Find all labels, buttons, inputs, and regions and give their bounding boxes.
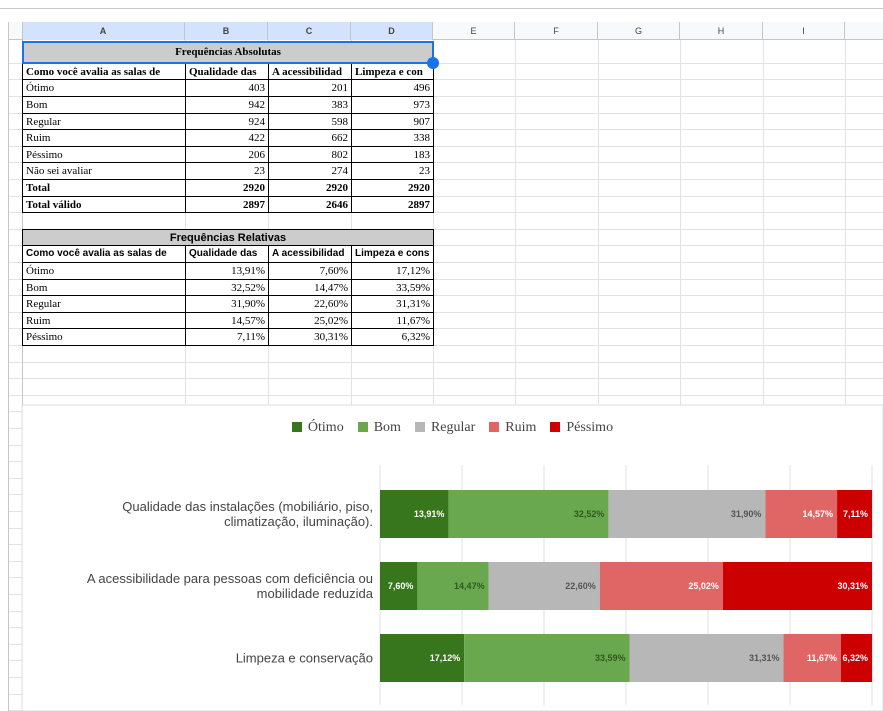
row-line bbox=[8, 145, 883, 147]
column-header[interactable]: G bbox=[598, 22, 680, 40]
frame-line bbox=[0, 8, 883, 9]
data-label: 11,67% bbox=[807, 653, 837, 663]
data-label: 31,90% bbox=[731, 509, 762, 519]
bar-segment bbox=[765, 490, 838, 538]
column-line bbox=[268, 40, 269, 405]
category-label: Qualidade das instalações (mobiliário, p… bbox=[122, 499, 373, 529]
column-header[interactable]: H bbox=[680, 22, 763, 40]
table-cell[interactable]: 2897 bbox=[351, 195, 434, 214]
row-line bbox=[8, 311, 883, 313]
category-label: A acessibilidade para pessoas com defici… bbox=[86, 571, 373, 601]
row-line bbox=[8, 195, 883, 197]
data-label: 22,60% bbox=[565, 581, 596, 591]
row-line bbox=[8, 245, 883, 247]
legend: Ótimo Bom Regular Ruim Péssimo bbox=[22, 420, 883, 436]
column-header[interactable]: D bbox=[351, 22, 433, 40]
column-line bbox=[763, 40, 764, 405]
legend-item[interactable]: Péssimo bbox=[550, 420, 613, 436]
data-label: 13,91% bbox=[414, 509, 445, 519]
row-line bbox=[8, 328, 883, 330]
column-line bbox=[351, 40, 352, 405]
row-line bbox=[8, 378, 883, 380]
data-label: 17,12% bbox=[430, 653, 461, 663]
selection-border bbox=[22, 41, 434, 64]
table-cell[interactable]: 6,32% bbox=[351, 328, 434, 346]
column-header[interactable]: A bbox=[22, 22, 185, 40]
bar-segment bbox=[722, 562, 872, 610]
data-label: 31,31% bbox=[749, 653, 780, 663]
fill-handle[interactable] bbox=[427, 56, 439, 69]
data-label: 25,02% bbox=[688, 581, 719, 591]
row-line bbox=[8, 394, 883, 396]
data-label: 33,59% bbox=[595, 653, 626, 663]
column-line bbox=[433, 40, 434, 405]
category-label: Limpeza e conservação bbox=[235, 650, 373, 666]
row-line bbox=[8, 345, 883, 346]
row-line bbox=[8, 79, 883, 81]
bar-segment bbox=[464, 634, 630, 682]
legend-label: Péssimo bbox=[566, 420, 614, 435]
row-line bbox=[8, 129, 883, 131]
data-label: 14,57% bbox=[803, 509, 834, 519]
column-line bbox=[680, 40, 681, 405]
bar-segment bbox=[783, 634, 841, 682]
column-header[interactable]: F bbox=[515, 22, 598, 40]
legend-label: Regular bbox=[430, 420, 476, 435]
legend-item[interactable]: Bom bbox=[357, 420, 401, 436]
column-header[interactable]: B bbox=[185, 22, 268, 40]
legend-swatch bbox=[357, 422, 368, 432]
row-line bbox=[8, 112, 883, 114]
column-line bbox=[845, 40, 846, 405]
legend-swatch bbox=[550, 422, 561, 432]
row-line bbox=[8, 295, 883, 297]
column-header[interactable]: I bbox=[763, 22, 845, 40]
bar-segment bbox=[417, 562, 489, 610]
bar-segment bbox=[629, 634, 784, 682]
bar-segment bbox=[837, 490, 873, 538]
column-line bbox=[185, 40, 186, 405]
data-label: 6,32% bbox=[843, 653, 869, 663]
bar-segment bbox=[599, 562, 723, 610]
data-label: 32,52% bbox=[574, 509, 605, 519]
bar-segment bbox=[608, 490, 766, 538]
legend-item[interactable]: Ruim bbox=[489, 420, 536, 436]
legend-item[interactable]: Regular bbox=[414, 420, 476, 436]
bar-segment bbox=[380, 490, 449, 538]
row-line bbox=[8, 361, 883, 363]
legend-swatch bbox=[489, 422, 500, 432]
bar-segment bbox=[488, 562, 600, 610]
legend-label: Bom bbox=[373, 420, 401, 435]
column-header[interactable]: E bbox=[433, 22, 515, 40]
row-line bbox=[8, 212, 883, 214]
data-label: 7,11% bbox=[843, 509, 868, 519]
legend-swatch bbox=[414, 422, 425, 432]
row-line bbox=[8, 162, 883, 164]
column-line bbox=[598, 40, 599, 405]
column-line bbox=[515, 40, 516, 405]
bar-segment bbox=[840, 634, 873, 682]
row-line bbox=[8, 262, 883, 263]
row-line bbox=[8, 96, 883, 97]
bar-segment bbox=[380, 634, 465, 682]
legend-item[interactable]: Ótimo bbox=[291, 420, 344, 436]
data-label: 7,60% bbox=[388, 581, 414, 591]
column-header[interactable]: C bbox=[268, 22, 351, 40]
row-line bbox=[8, 228, 883, 230]
row-header-line bbox=[8, 22, 9, 711]
bar-segment bbox=[448, 490, 609, 538]
bar-segment bbox=[380, 562, 418, 610]
row-line bbox=[8, 62, 883, 64]
row-line bbox=[8, 179, 883, 180]
data-label: 14,47% bbox=[454, 581, 485, 591]
legend-label: Ótimo bbox=[307, 420, 344, 435]
row-line bbox=[8, 278, 883, 280]
data-label: 30,31% bbox=[837, 581, 868, 591]
row-header-line bbox=[22, 22, 23, 711]
legend-label: Ruim bbox=[505, 420, 537, 435]
legend-swatch bbox=[291, 422, 302, 432]
